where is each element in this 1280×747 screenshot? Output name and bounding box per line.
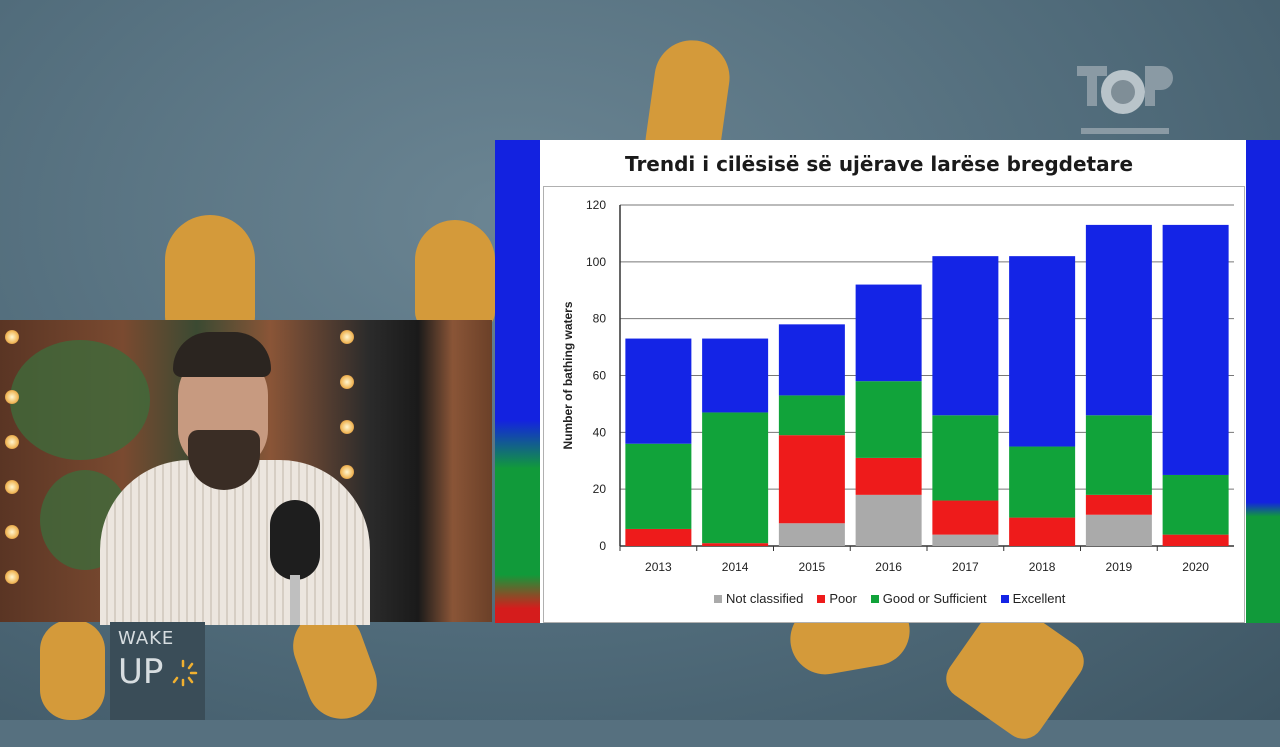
legend-swatch: [1000, 594, 1009, 603]
bar-segment: [778, 435, 845, 524]
presenter-hair: [173, 332, 271, 377]
show-logo: WAKE UP: [110, 622, 205, 720]
y-tick-label: 20: [593, 482, 607, 496]
bar-segment: [1162, 474, 1229, 535]
bar-segment: [932, 534, 999, 546]
microphone: [270, 500, 320, 580]
bar-segment: [1085, 494, 1152, 515]
slide-side-bar-right: [1246, 140, 1280, 623]
bar-segment: [778, 324, 845, 396]
bar-segment: [778, 395, 845, 436]
chart-bars: [625, 224, 1229, 546]
bar-segment: [1009, 517, 1076, 546]
presentation-slide: Trendi i cilësisë së ujërave larëse breg…: [495, 140, 1280, 623]
legend-item: Good or Sufficient: [870, 591, 987, 606]
bar-segment: [702, 412, 769, 544]
show-logo-line1: WAKE: [118, 628, 175, 649]
bar-segment: [932, 500, 999, 535]
y-axis-ticks: 0 20 40 60 80 100 120: [586, 198, 606, 553]
bar-segment: [1162, 224, 1229, 475]
bar-segment: [1085, 415, 1152, 495]
bar-segment: [855, 494, 922, 546]
chart-legend: Not classified Poor Good or Sufficient Exce…: [714, 591, 1065, 606]
bar-segment: [855, 381, 922, 458]
y-tick-label: 0: [599, 539, 606, 553]
bar-segment: [625, 338, 692, 444]
bar-segment: [932, 415, 999, 501]
x-axis-ticks: 2013 2014 2015 2016 2017 2018 2019 2020: [619, 546, 1209, 574]
legend-item: Poor: [817, 591, 857, 606]
legend-label: Not classified: [726, 591, 804, 606]
channel-logo-icon: [1077, 66, 1173, 134]
x-tick-label: 2020: [1182, 560, 1209, 574]
bar-segment: [702, 338, 769, 413]
y-tick-label: 80: [593, 312, 607, 326]
stacked-bar-chart: 0 20 40 60 80 100 120 2013 2014 2015 2016 2017 2018…: [561, 198, 1234, 574]
y-tick-label: 100: [586, 255, 606, 269]
decor-shape: [165, 215, 255, 335]
bar-segment: [1009, 256, 1076, 447]
bar-segment: [1162, 534, 1229, 546]
microphone-stand: [290, 575, 300, 625]
legend-swatch: [870, 594, 879, 603]
y-tick-label: 120: [586, 198, 606, 212]
slide-side-bar-left: [495, 140, 540, 623]
x-tick-label: 2016: [875, 560, 902, 574]
y-tick-label: 60: [593, 369, 607, 383]
bar-segment: [932, 256, 999, 416]
bar-segment: [625, 528, 692, 546]
bar-segment: [702, 543, 769, 546]
decor-shape: [415, 220, 495, 330]
bar-segment: [1085, 514, 1152, 546]
legend-label: Good or Sufficient: [882, 591, 987, 606]
y-axis-label: Number of bathing waters: [561, 301, 575, 449]
x-tick-label: 2019: [1106, 560, 1133, 574]
legend-label: Poor: [829, 591, 857, 606]
chart-container: 0 20 40 60 80 100 120 2013 2014 2015 2016 2017 2018…: [543, 186, 1245, 623]
legend-item: Excellent: [1000, 591, 1066, 606]
show-logo-line2: UP: [118, 652, 164, 692]
legend-label: Excellent: [1012, 591, 1066, 606]
slide-title: Trendi i cilësisë së ujërave larëse breg…: [625, 152, 1134, 176]
x-tick-label: 2018: [1029, 560, 1056, 574]
legend-swatch: [817, 594, 826, 603]
x-tick-label: 2017: [952, 560, 979, 574]
presenter-beard: [188, 430, 260, 490]
bar-segment: [1009, 446, 1076, 518]
bar-segment: [1085, 224, 1152, 416]
bar-segment: [778, 523, 845, 546]
bar-segment: [855, 457, 922, 495]
x-tick-label: 2013: [645, 560, 672, 574]
y-tick-label: 40: [593, 425, 607, 439]
x-tick-label: 2014: [722, 560, 749, 574]
bar-segment: [625, 443, 692, 529]
legend-swatch: [714, 594, 722, 603]
legend-item: Not classified: [714, 591, 803, 606]
x-tick-label: 2015: [799, 560, 826, 574]
bar-segment: [855, 284, 922, 382]
sun-icon: [172, 659, 198, 687]
decor-shape: [40, 620, 105, 720]
